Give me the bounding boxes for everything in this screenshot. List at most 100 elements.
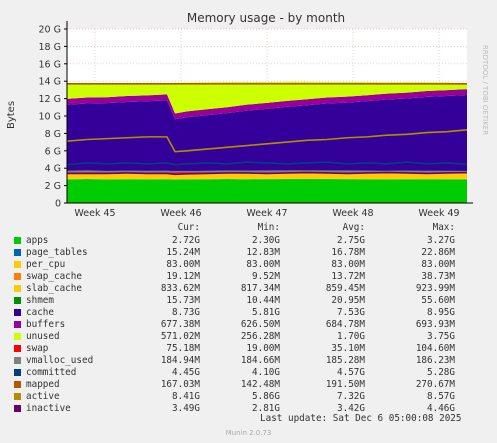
- legend-value-avg: 4.57G: [337, 367, 365, 378]
- line-committed: [66, 161, 468, 166]
- y-tick-label: 18 G: [39, 42, 61, 53]
- stacked-areas: [67, 81, 467, 203]
- legend-series-name: shmem: [26, 295, 54, 306]
- legend-value-min: 256.28M: [240, 331, 280, 342]
- legend-value-max: 923.99M: [415, 283, 455, 294]
- legend-value-avg: 13.72M: [331, 271, 365, 282]
- legend-value-max: 8.95G: [427, 307, 455, 318]
- legend-value-cur: 184.94M: [160, 355, 200, 366]
- legend-row-buffers: buffers 677.38M 626.50M 684.78M 693.93M: [0, 319, 497, 331]
- area-cache: [67, 95, 467, 172]
- legend-value-min: 5.86G: [252, 391, 280, 402]
- legend-value-avg: 20.95M: [331, 295, 365, 306]
- x-tick-label: Week 49: [418, 208, 459, 219]
- legend-series-name: swap: [26, 343, 49, 354]
- legend-value-avg: 185.28M: [325, 355, 365, 366]
- legend-value-avg: 3.42G: [337, 403, 365, 414]
- legend-value-cur: 15.24M: [166, 247, 200, 258]
- legend-value-min: 4.10G: [252, 367, 280, 378]
- legend-series-name: cache: [26, 307, 54, 318]
- y-tick-label: 0: [55, 199, 61, 210]
- area-buffers: [67, 89, 467, 120]
- legend-value-min: 817.34M: [240, 283, 280, 294]
- legend-swatch: [14, 273, 21, 280]
- legend-value-cur: 677.38M: [160, 319, 200, 330]
- y-tick-label: 6 G: [45, 146, 61, 157]
- legend-series-name: committed: [26, 367, 77, 378]
- last-update: Last update: Sat Dec 6 05:00:08 2025: [260, 413, 462, 424]
- legend-value-cur: 2.72G: [172, 235, 200, 246]
- legend-value-max: 83.00M: [421, 259, 455, 270]
- legend-value-max: 4.46G: [427, 403, 455, 414]
- legend-value-max: 22.86M: [421, 247, 455, 258]
- legend-row-unused: unused 571.02M 256.28M 1.70G 3.75G: [0, 331, 497, 343]
- legend-row-per_cpu: per_cpu 83.00M 83.00M 83.00M 83.00M: [0, 259, 497, 271]
- y-tick-label: 20 G: [39, 25, 61, 36]
- legend-header-avg: Avg:: [342, 222, 365, 233]
- legend-row-page_tables: page_tables 15.24M 12.83M 16.78M 22.86M: [0, 247, 497, 259]
- legend-value-max: 55.60M: [421, 295, 455, 306]
- legend-value-max: 5.28G: [427, 367, 455, 378]
- legend-value-cur: 833.62M: [160, 283, 200, 294]
- area-per_cpu: [67, 178, 467, 180]
- legend-value-avg: 83.00M: [331, 259, 365, 270]
- legend-header-cur: Cur:: [177, 222, 200, 233]
- legend-value-avg: 16.78M: [331, 247, 365, 258]
- legend-swatch: [14, 285, 21, 292]
- y-tick-label: 4 G: [45, 164, 61, 175]
- legend-series-name: mapped: [26, 379, 60, 390]
- legend-value-min: 626.50M: [240, 319, 280, 330]
- watermark: RRDTOOL / TOBI OETIKER: [481, 45, 489, 135]
- legend-value-min: 2.30G: [252, 235, 280, 246]
- legend-value-min: 142.48M: [240, 379, 280, 390]
- x-tick-label: Week 47: [246, 208, 287, 219]
- legend-value-cur: 4.45G: [172, 367, 200, 378]
- legend-series-name: vmalloc_used: [26, 355, 94, 366]
- legend-series-name: apps: [26, 235, 49, 246]
- axes: 0 2 G 4 G 6 G 8 G 10 G 12 G 14 G 16 G 18 G 20 G Wee…: [39, 21, 473, 219]
- line-active: [66, 129, 468, 153]
- legend-row-shmem: shmem 15.73M 10.44M 20.95M 55.60M: [0, 295, 497, 307]
- legend-value-min: 19.00M: [246, 343, 280, 354]
- legend-value-avg: 35.10M: [331, 343, 365, 354]
- munin-version: Munin 2.0.73: [225, 429, 272, 437]
- legend-series-name: page_tables: [26, 247, 88, 258]
- legend-value-max: 104.60M: [415, 343, 455, 354]
- area-shmem: [67, 170, 467, 172]
- legend-series-name: unused: [26, 331, 60, 342]
- legend-value-max: 186.23M: [415, 355, 455, 366]
- legend-value-min: 2.81G: [252, 403, 280, 414]
- chart-title: Memory usage - by month: [187, 11, 345, 25]
- y-axis-label: Bytes: [6, 101, 17, 129]
- legend-series-name: inactive: [26, 403, 71, 414]
- legend-swatch: [14, 321, 21, 328]
- legend-header-min: Min:: [257, 222, 280, 233]
- legend-swatch: [14, 297, 21, 304]
- legend-series-name: per_cpu: [26, 259, 66, 270]
- area-apps: [67, 179, 467, 203]
- legend-header-max: Max:: [432, 222, 455, 233]
- legend-value-max: 270.67M: [415, 379, 455, 390]
- legend-swatch: [14, 249, 21, 256]
- x-tick-label: Week 45: [74, 208, 115, 219]
- legend-value-max: 3.27G: [427, 235, 455, 246]
- legend-value-avg: 684.78M: [325, 319, 365, 330]
- legend-row-active: active 8.41G 5.86G 7.32G 8.57G: [0, 391, 497, 403]
- legend-value-avg: 7.53G: [337, 307, 365, 318]
- legend-value-cur: 3.49G: [172, 403, 200, 414]
- legend-value-avg: 1.70G: [337, 331, 365, 342]
- legend-value-max: 3.75G: [427, 331, 455, 342]
- legend-row-cache: cache 8.73G 5.81G 7.53G 8.95G: [0, 307, 497, 319]
- x-tick-label: Week 48: [332, 208, 373, 219]
- y-tick-label: 10 G: [39, 112, 61, 123]
- chart-area: Memory usage - by month Bytes RRDTOOL / …: [6, 11, 489, 219]
- legend-row-apps: apps 2.72G 2.30G 2.75G 3.27G: [0, 235, 497, 247]
- legend-value-max: 38.73M: [421, 271, 455, 282]
- legend-value-cur: 8.73G: [172, 307, 200, 318]
- legend-row-mapped: mapped 167.03M 142.48M 191.50M 270.67M: [0, 379, 497, 391]
- legend-swatch: [14, 405, 21, 412]
- legend-value-min: 184.66M: [240, 355, 280, 366]
- legend-row-slab_cache: slab_cache 833.62M 817.34M 859.45M 923.99M: [0, 283, 497, 295]
- legend-value-cur: 19.12M: [166, 271, 200, 282]
- y-tick-label: 14 G: [39, 77, 61, 88]
